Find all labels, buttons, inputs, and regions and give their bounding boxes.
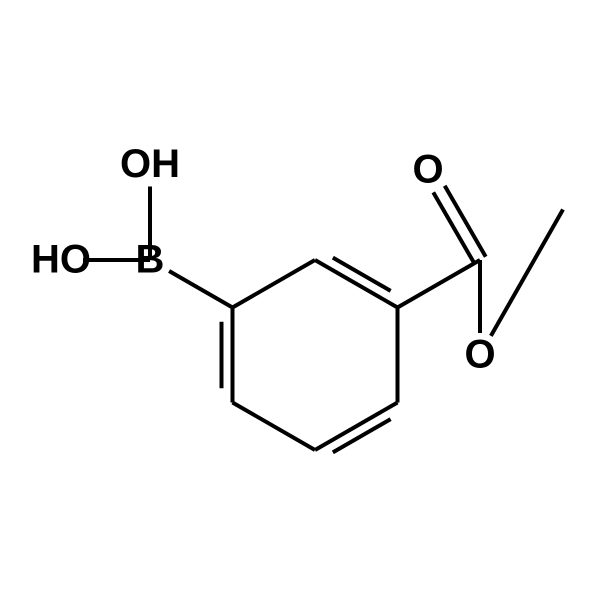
bond <box>233 260 316 308</box>
bond <box>315 403 398 451</box>
atom-label-b: B <box>136 238 165 282</box>
atom-label-o2: HO <box>31 238 91 282</box>
bond <box>233 403 316 451</box>
atom-label-o1: OH <box>120 142 180 186</box>
atom-label-o4l: O <box>464 333 495 377</box>
bond <box>491 210 563 336</box>
atom-label-o3: O <box>412 148 443 192</box>
bond <box>398 260 481 308</box>
bond <box>315 260 398 308</box>
molecule-diagram: B OH HO O O <box>0 0 600 600</box>
bond <box>169 271 232 308</box>
